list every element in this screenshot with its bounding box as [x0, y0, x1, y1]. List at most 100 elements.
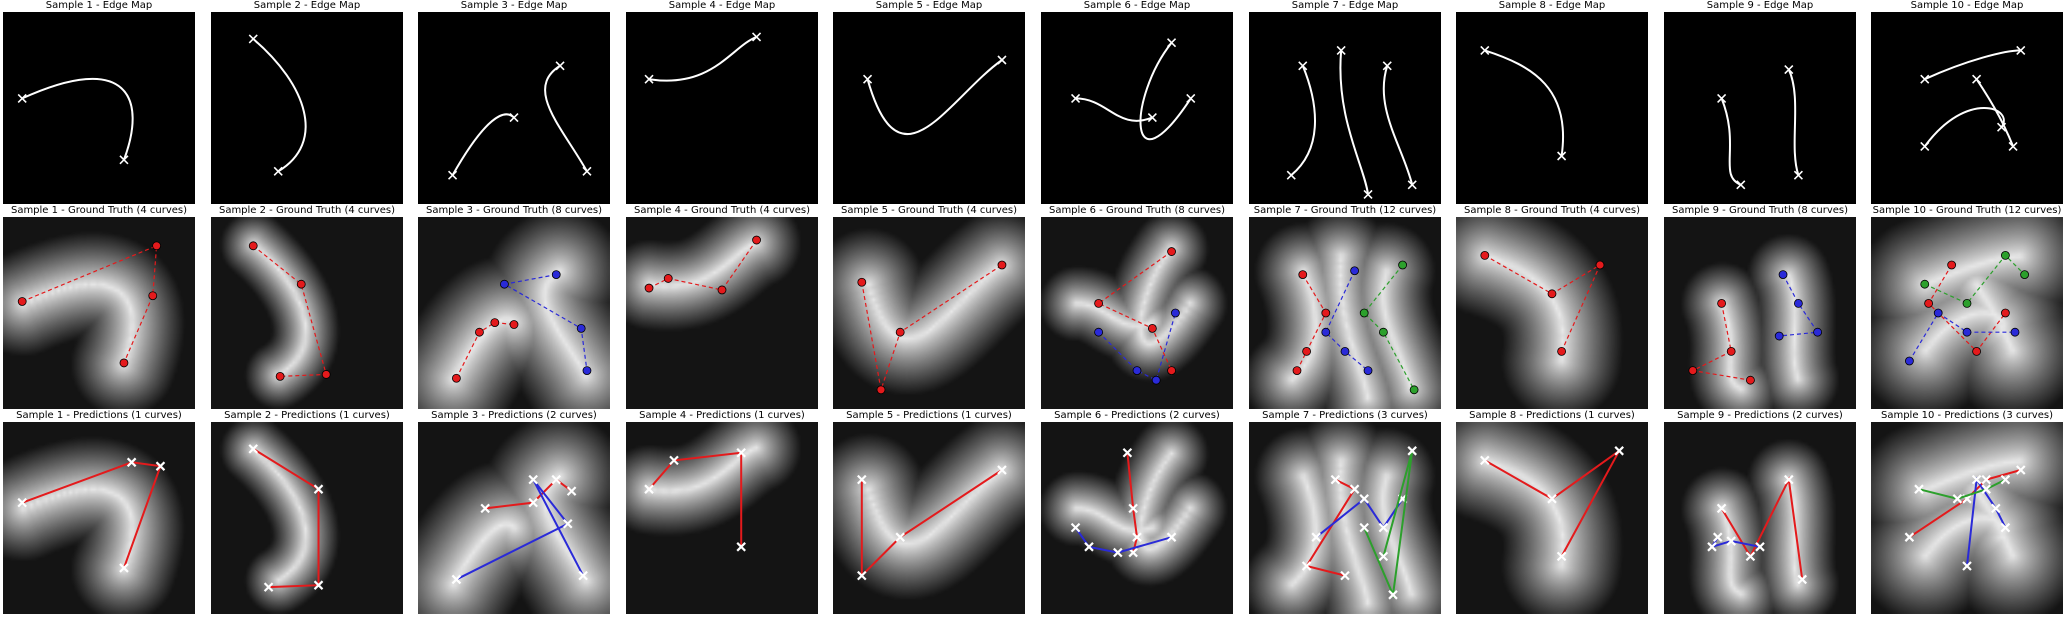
control-point [296, 279, 306, 289]
control-point [1746, 375, 1755, 385]
panel-title: Sample 2 - Predictions (1 curves) [224, 410, 390, 421]
panel-background [3, 12, 195, 204]
control-point [1774, 331, 1784, 341]
control-polygon [455, 321, 515, 379]
control-point [500, 279, 509, 289]
panel-title: Sample 7 - Edge Map [1291, 0, 1399, 11]
panel-title: Sample 5 - Edge Map [875, 0, 983, 11]
predicted-point-marker [1378, 522, 1389, 533]
edge-curve [648, 36, 757, 82]
panel-background [626, 12, 818, 204]
edge-map-panel [3, 12, 195, 204]
panel-title: Sample 10 - Predictions (3 curves) [1880, 410, 2053, 421]
control-point [1972, 346, 1981, 356]
predicted-point-marker [736, 542, 746, 552]
edge-curve [1139, 42, 1192, 141]
panel-title: Sample 5 - Ground Truth (4 curves) [840, 205, 1018, 216]
predicted-polygon [1074, 527, 1172, 554]
edge-map-panel [211, 12, 403, 204]
panel-title: Sample 8 - Predictions (1 curves) [1469, 410, 1635, 421]
distance-field-image [626, 422, 818, 614]
predicted-polygon [1709, 536, 1761, 549]
panel-title: Sample 7 - Predictions (3 curves) [1262, 410, 1428, 421]
control-point [1726, 346, 1736, 356]
predicted-point-marker [895, 532, 905, 542]
edge-endpoint-marker [1336, 45, 1346, 55]
distance-field-image [1871, 217, 2063, 409]
control-point [1409, 385, 1419, 395]
predicted-polygon [1918, 478, 2006, 500]
control-point [1947, 260, 1957, 270]
panel-background [1664, 12, 1856, 204]
panel-title: Sample 4 - Ground Truth (4 curves) [633, 205, 811, 216]
panel-title: Sample 7 - Ground Truth (12 curves) [1253, 205, 1437, 216]
panel-title: Sample 3 - Edge Map [460, 0, 568, 11]
edge-endpoint-marker [644, 74, 654, 84]
control-point [1167, 366, 1176, 376]
predicted-point-marker [119, 563, 129, 573]
predicted-point-marker [1952, 494, 1963, 504]
predicted-polygon [1908, 469, 2022, 539]
ground-truth-panel [833, 217, 1025, 409]
panel-title: Sample 8 - Edge Map [1498, 0, 1606, 11]
edge-curve [544, 64, 588, 172]
predictions-panel [626, 422, 818, 614]
control-point [663, 274, 673, 283]
predicted-polygon [21, 461, 162, 569]
edge-map-panel [1041, 12, 1233, 204]
control-point [475, 327, 484, 337]
control-point [275, 371, 285, 381]
predicted-point-marker [1166, 532, 1177, 542]
edge-endpoint-marker [1166, 38, 1177, 48]
edge-endpoint-marker [1147, 113, 1157, 123]
control-point [148, 291, 158, 301]
predictions-panel [418, 422, 610, 614]
predicted-point-marker [1981, 484, 1991, 494]
control-point [1363, 366, 1373, 376]
predicted-point-marker [1914, 484, 1924, 494]
panel-title: Sample 4 - Predictions (1 curves) [639, 410, 805, 421]
predicted-point-marker [669, 455, 679, 466]
predictions-panel [1249, 422, 1441, 614]
control-point [644, 283, 654, 293]
control-point [1962, 299, 1972, 308]
predicted-point-marker [997, 465, 1007, 475]
predicted-point-marker [857, 570, 867, 581]
control-point [1302, 346, 1311, 356]
edge-curve [21, 78, 134, 161]
predicted-point-marker [1726, 536, 1736, 546]
edge-endpoint-marker [1363, 189, 1373, 199]
edge-endpoint-marker [17, 93, 27, 103]
panel-title: Sample 10 - Ground Truth (12 curves) [1872, 205, 2062, 216]
predicted-point-marker [1132, 532, 1142, 542]
predicted-point-marker [313, 580, 324, 590]
predicted-point-marker [1480, 455, 1490, 466]
edge-endpoint-marker [862, 74, 873, 84]
panel-title: Sample 6 - Predictions (2 curves) [1054, 410, 1220, 421]
predicted-point-marker [1407, 446, 1417, 456]
panel-background [1456, 12, 1648, 204]
control-point [1717, 299, 1726, 308]
predictions-panel [1871, 422, 2063, 614]
panel-title: Sample 2 - Ground Truth (4 curves) [218, 205, 396, 216]
control-point [1378, 327, 1388, 337]
predicted-point-marker [1084, 542, 1094, 552]
predicted-point-marker [1301, 561, 1312, 571]
control-point [997, 260, 1007, 270]
predicted-point-marker [1707, 542, 1717, 552]
edge-endpoint-marker [1920, 141, 1930, 151]
predicted-point-marker [2000, 522, 2011, 533]
panel-background [211, 12, 403, 204]
edge-endpoint-marker [1736, 180, 1746, 190]
panel-title: Sample 9 - Ground Truth (8 curves) [1671, 205, 1849, 216]
predicted-point-marker [578, 570, 588, 581]
predicted-point-marker [155, 461, 166, 471]
control-point [321, 370, 331, 379]
ground-truth-panel [1456, 217, 1648, 409]
edge-endpoint-marker [1793, 170, 1803, 180]
ground-truth-panel [1249, 217, 1441, 409]
predicted-point-marker [1547, 494, 1557, 504]
edge-endpoint-marker [1382, 61, 1392, 71]
predicted-point-marker [126, 457, 137, 468]
